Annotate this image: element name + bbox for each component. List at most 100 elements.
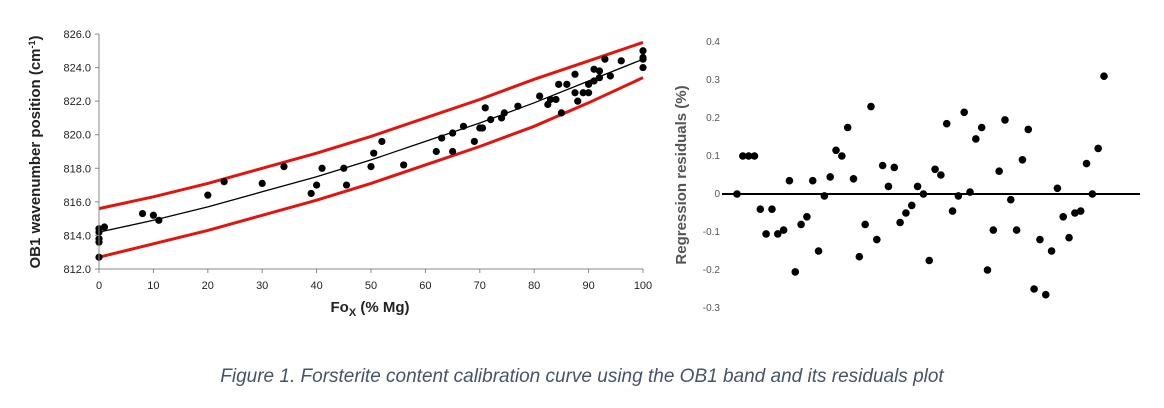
residual-y-tick-labels: -0.3 -0.2 -0.1 0 0.1 0.2 0.3 0.4 (703, 37, 721, 314)
x-tick-label: 40 (310, 280, 322, 292)
residual-point (925, 256, 934, 265)
residual-point (983, 266, 992, 274)
y-tick-label: 816.0 (63, 197, 91, 209)
residual-point (977, 123, 986, 132)
data-point (307, 189, 315, 198)
residual-point (1065, 233, 1073, 242)
data-point (481, 104, 489, 112)
residual-point (902, 209, 910, 217)
y-axis-title: OB1 wavenumber position (cm-1) (27, 35, 44, 268)
y-tick-label: 824.0 (63, 63, 91, 75)
residual-point (756, 205, 765, 213)
upper-bound-line (98, 40, 644, 211)
residual-point (942, 119, 951, 128)
x-tick-labels: 0 10 20 30 40 50 60 70 80 90 100 (96, 280, 652, 292)
calibration-chart: 0 10 20 30 40 50 60 70 80 90 100 812.0814.0816.081… (27, 29, 652, 319)
data-point (601, 55, 609, 63)
data-point (579, 89, 587, 97)
y-axis-title-superscript: -1 (27, 40, 37, 48)
residual-point (768, 205, 776, 213)
residual-point (1036, 235, 1044, 244)
residual-point (960, 108, 968, 117)
residual-point (779, 226, 788, 234)
data-point (204, 191, 212, 199)
data-point (536, 92, 544, 100)
residual-point (1030, 285, 1038, 293)
data-point (459, 122, 468, 130)
residual-y-tick-label: 0.2 (706, 113, 720, 124)
residual-point (1094, 144, 1102, 153)
data-point (595, 74, 604, 82)
data-point (258, 179, 266, 187)
prediction-bounds (98, 40, 644, 259)
data-point (585, 80, 593, 88)
residual-point (878, 161, 887, 170)
y-axis-title-close: ) (27, 35, 44, 40)
data-point (555, 80, 563, 88)
x-tick-label: 70 (474, 280, 486, 292)
residual-point (1100, 72, 1108, 80)
data-point (639, 63, 647, 72)
data-point (557, 109, 566, 117)
data-point (500, 109, 508, 117)
x-tick-label: 90 (582, 280, 594, 292)
residual-point (1006, 195, 1015, 204)
residual-point (873, 235, 881, 244)
residual-point (762, 230, 770, 238)
residual-point (1071, 209, 1079, 217)
residual-point (919, 190, 928, 198)
y-tick-label: 826.0 (63, 29, 91, 41)
data-point (470, 137, 478, 146)
residual-point (832, 146, 840, 155)
y-axis-title-main: OB1 wavenumber position (cm (27, 48, 44, 268)
data-point (514, 102, 522, 110)
data-point (318, 164, 326, 172)
data-point (617, 57, 625, 65)
figure-caption: Figure 1. Forsterite content calibration… (220, 366, 944, 387)
data-point (340, 164, 348, 172)
data-point (100, 223, 109, 231)
residual-point (797, 220, 805, 229)
x-tick-label: 0 (96, 280, 102, 292)
data-point (155, 216, 163, 224)
data-point (585, 89, 593, 97)
residual-y-tick-label: 0.4 (706, 37, 720, 48)
residual-point (750, 152, 759, 160)
residual-point (838, 152, 846, 160)
residual-point (907, 201, 916, 210)
data-point (342, 181, 351, 189)
residuals-chart: -0.3 -0.2 -0.1 0 0.1 0.2 0.3 0.4 Regression res… (673, 37, 1140, 314)
data-point (432, 147, 440, 156)
data-point (639, 47, 647, 55)
data-point (639, 55, 647, 63)
y-tick-label: 814.0 (63, 230, 91, 242)
x-tick-label: 50 (365, 280, 377, 292)
residual-point (785, 176, 794, 185)
residual-point (1082, 159, 1091, 168)
y-tick-label: 812.0 (63, 264, 91, 276)
data-point (313, 181, 321, 189)
data-point (449, 129, 457, 137)
residual-point (884, 182, 893, 191)
data-point (138, 210, 147, 218)
residual-point (739, 152, 747, 160)
residual-y-tick-label: -0.3 (703, 303, 721, 314)
residual-y-tick-label: -0.1 (703, 227, 721, 238)
residual-point (1012, 226, 1021, 234)
y-tick-labels: 812.0 814.0 816.0 818.0 820.0 822.0 824.0 826.0 (63, 29, 91, 276)
residual-point (803, 213, 811, 221)
data-point (478, 124, 487, 132)
data-point (590, 65, 598, 73)
calibration-points (95, 47, 647, 261)
residual-point (733, 190, 741, 198)
residual-point (744, 152, 753, 160)
residual-point (995, 167, 1003, 175)
residuals-y-axis-title: Regression residuals (%) (673, 85, 690, 264)
residual-point (1024, 125, 1033, 134)
residual-point (948, 207, 957, 215)
residual-point (972, 135, 980, 143)
data-point (487, 116, 495, 124)
x-axis-title-subscript: X (349, 307, 357, 319)
y-tick-label: 822.0 (63, 96, 91, 108)
residual-y-tick-label: 0.3 (706, 75, 720, 86)
